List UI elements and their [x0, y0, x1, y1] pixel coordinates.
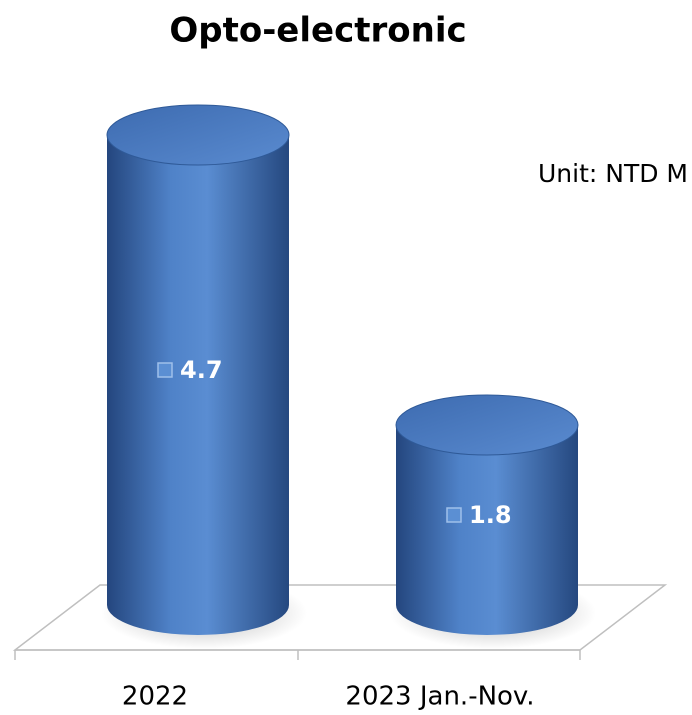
bar-top: [106, 104, 290, 166]
x-tick-label: 2022: [122, 682, 188, 712]
bar: [396, 425, 578, 635]
chart-title: Opto-electronic: [169, 11, 466, 51]
label-marker: [157, 362, 173, 378]
data-label: 4.7: [180, 356, 223, 384]
data-label: 1.8: [469, 501, 512, 529]
bar: [107, 135, 289, 635]
unit-annotation: Unit: NTD M: [538, 159, 688, 188]
label-marker: [446, 507, 462, 523]
bar-top: [395, 394, 579, 456]
x-tick-label: 2023 Jan.-Nov.: [345, 682, 534, 712]
